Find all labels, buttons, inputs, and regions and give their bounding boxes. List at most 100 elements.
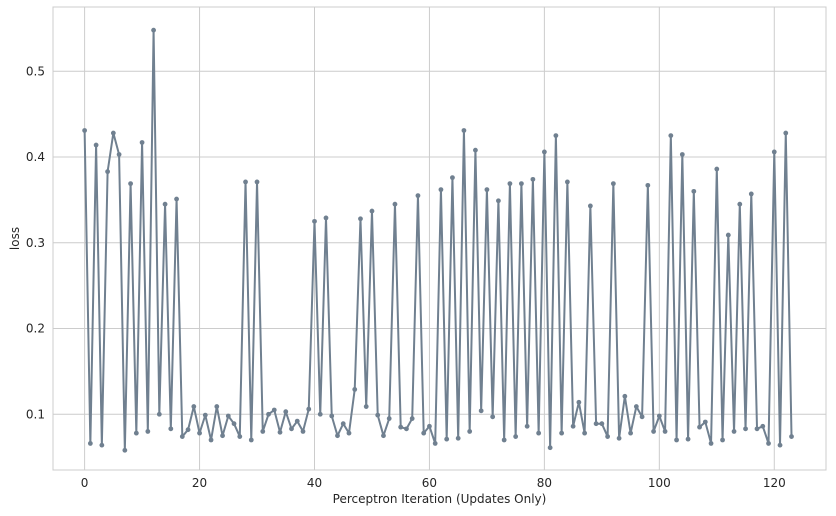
- data-point: [82, 128, 88, 133]
- data-point: [375, 412, 381, 418]
- data-point: [593, 421, 599, 427]
- data-point: [490, 414, 496, 420]
- data-point: [208, 437, 214, 443]
- data-point: [524, 423, 530, 429]
- data-point: [714, 166, 720, 172]
- data-point: [225, 413, 231, 419]
- data-point: [145, 429, 151, 434]
- data-point: [237, 434, 243, 439]
- data-point: [541, 149, 547, 155]
- data-point: [335, 433, 340, 439]
- data-point: [231, 421, 237, 427]
- data-point: [162, 201, 168, 207]
- data-point: [392, 201, 398, 207]
- data-point: [254, 179, 260, 185]
- data-point: [352, 387, 358, 392]
- data-point: [507, 181, 513, 187]
- x-tick-label: 60: [422, 476, 437, 490]
- data-point: [720, 437, 725, 443]
- data-point: [122, 447, 128, 453]
- data-point: [536, 430, 542, 436]
- data-point: [679, 152, 685, 157]
- x-tick-label: 20: [192, 476, 207, 490]
- data-point: [409, 416, 415, 421]
- x-tick-label: 0: [81, 476, 89, 490]
- data-point: [610, 181, 616, 187]
- data-point: [386, 416, 392, 421]
- x-tick-label: 80: [537, 476, 552, 490]
- data-point: [616, 435, 622, 441]
- data-point: [381, 433, 386, 439]
- data-point: [496, 198, 501, 204]
- data-point: [289, 426, 294, 432]
- data-point: [645, 182, 651, 188]
- data-point: [421, 430, 427, 436]
- data-point: [398, 424, 404, 430]
- data-point: [128, 181, 133, 187]
- data-point: [110, 130, 116, 136]
- data-point: [702, 419, 708, 425]
- data-point: [473, 147, 478, 153]
- data-point: [363, 404, 369, 409]
- data-point: [185, 427, 191, 433]
- data-point: [455, 435, 461, 441]
- data-point: [450, 175, 455, 181]
- x-tick-label: 40: [307, 476, 322, 490]
- data-point: [599, 421, 605, 427]
- data-point: [691, 188, 697, 194]
- data-point: [197, 430, 202, 436]
- data-point: [748, 191, 754, 197]
- y-axis-label: loss: [8, 227, 22, 250]
- data-point: [444, 436, 450, 442]
- data-point: [461, 128, 467, 133]
- plot-frame: [52, 6, 827, 471]
- data-point: [317, 411, 323, 417]
- data-point: [587, 203, 593, 209]
- data-point: [116, 152, 122, 157]
- data-point: [547, 445, 553, 451]
- data-point: [570, 423, 576, 429]
- data-point: [656, 413, 662, 419]
- data-point: [271, 407, 277, 413]
- data-point: [628, 430, 633, 436]
- data-point: [369, 208, 375, 214]
- data-point: [248, 437, 254, 443]
- data-point: [191, 404, 197, 409]
- data-point: [432, 441, 438, 446]
- data-point: [582, 430, 588, 436]
- data-point: [306, 406, 312, 412]
- data-point: [168, 426, 174, 432]
- data-point: [323, 215, 329, 221]
- data-point: [766, 441, 771, 446]
- data-point: [668, 133, 674, 139]
- data-point: [427, 423, 432, 429]
- data-point: [484, 187, 490, 193]
- data-point: [518, 181, 524, 187]
- data-point: [760, 423, 766, 429]
- y-tick-label: 0.1: [26, 407, 45, 421]
- data-point: [346, 430, 352, 436]
- data-point: [559, 430, 565, 436]
- data-point: [214, 404, 220, 409]
- data-point: [266, 411, 271, 417]
- x-axis-ticks: 0 20 40 60 80 100 120: [81, 476, 786, 490]
- data-point: [202, 412, 208, 418]
- data-point: [478, 408, 484, 414]
- data-point: [622, 393, 628, 399]
- data-point: [358, 216, 363, 222]
- data-point: [404, 426, 409, 432]
- data-point: [530, 176, 536, 182]
- x-tick-label: 100: [648, 476, 671, 490]
- y-tick-label: 0.2: [26, 322, 45, 336]
- data-point: [771, 149, 777, 155]
- data-point: [777, 442, 783, 448]
- data-point: [277, 429, 283, 435]
- loss-series-line: [83, 29, 793, 452]
- data-point: [312, 218, 317, 224]
- data-point: [99, 442, 105, 448]
- data-point: [789, 434, 794, 439]
- data-point: [415, 193, 421, 199]
- data-point: [501, 437, 507, 443]
- data-point: [260, 429, 266, 434]
